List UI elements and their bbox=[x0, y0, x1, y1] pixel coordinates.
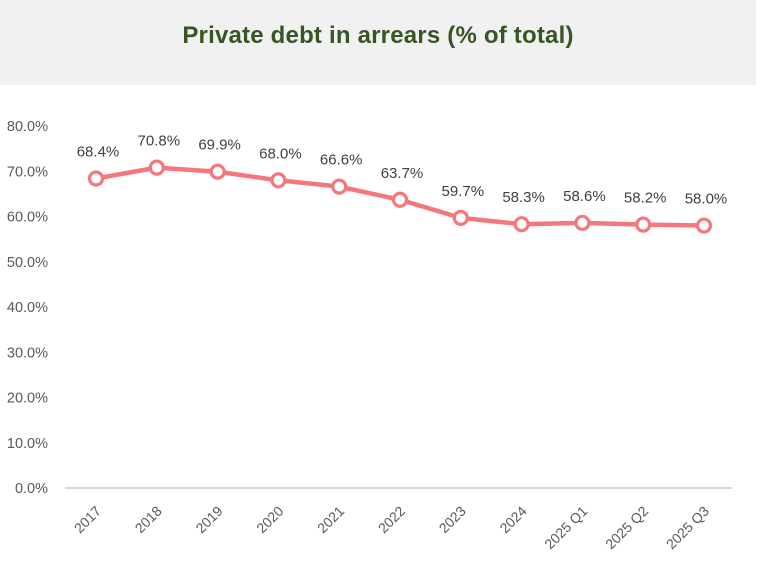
x-axis-tick-label: 2024 bbox=[496, 503, 529, 536]
data-point-label: 58.2% bbox=[624, 190, 667, 207]
y-axis-tick-label: 60.0% bbox=[7, 210, 48, 226]
chart-header: Private debt in arrears (% of total) bbox=[0, 0, 756, 85]
x-axis-tick-label: 2017 bbox=[71, 503, 104, 536]
data-point-marker bbox=[209, 163, 226, 180]
line-chart: 0.0% 10.0% 20.0% 30.0% 40.0% 50.0% 60.0% 70.0% 8… bbox=[7, 119, 732, 552]
x-axis-tick-label: 2020 bbox=[253, 503, 286, 536]
y-axis-tick-label: 30.0% bbox=[7, 345, 48, 361]
data-point-marker bbox=[574, 214, 591, 231]
x-axis-tick-label: 2025 Q2 bbox=[602, 503, 651, 552]
data-point-label: 63.7% bbox=[381, 165, 424, 182]
chart-title: Private debt in arrears (% of total) bbox=[182, 21, 574, 49]
y-axis-tick-label: 70.0% bbox=[7, 164, 48, 180]
x-axis-tick-label: 2019 bbox=[192, 503, 225, 536]
x-axis-tick-label: 2025 Q1 bbox=[541, 503, 590, 552]
data-point-label: 59.7% bbox=[442, 183, 485, 200]
y-axis-tick-label: 50.0% bbox=[7, 255, 48, 271]
data-point-marker bbox=[695, 217, 713, 234]
data-point-label: 70.8% bbox=[138, 133, 181, 150]
x-axis-tick-label: 2022 bbox=[375, 503, 408, 536]
data-point-marker bbox=[452, 209, 469, 226]
data-point-label: 58.0% bbox=[685, 191, 728, 208]
data-point-marker bbox=[391, 191, 409, 208]
data-point-marker bbox=[87, 170, 105, 187]
y-axis-tick-label: 0.0% bbox=[15, 481, 48, 497]
data-point-label: 69.9% bbox=[198, 137, 241, 154]
x-axis-tick-label: 2025 Q3 bbox=[663, 503, 712, 552]
data-point-label: 58.6% bbox=[563, 188, 606, 205]
data-point-marker bbox=[270, 172, 287, 189]
data-point-label: 68.4% bbox=[77, 143, 120, 160]
y-axis-tick-label: 10.0% bbox=[7, 436, 48, 452]
x-axis-tick-label: 2018 bbox=[132, 503, 165, 536]
y-axis-tick-label: 40.0% bbox=[7, 300, 48, 316]
data-point-marker bbox=[513, 216, 530, 233]
data-point-label: 68.0% bbox=[259, 145, 302, 162]
y-axis-tick-label: 20.0% bbox=[7, 391, 48, 407]
x-axis-tick-label: 2023 bbox=[436, 503, 469, 536]
data-point-marker bbox=[148, 159, 165, 176]
x-axis-tick-label: 2021 bbox=[314, 503, 347, 536]
data-point-label: 66.6% bbox=[320, 152, 363, 169]
data-point-label: 58.3% bbox=[502, 189, 545, 206]
data-point-marker bbox=[635, 216, 652, 233]
data-point-marker bbox=[331, 178, 348, 195]
y-axis-tick-label: 80.0% bbox=[7, 119, 48, 135]
